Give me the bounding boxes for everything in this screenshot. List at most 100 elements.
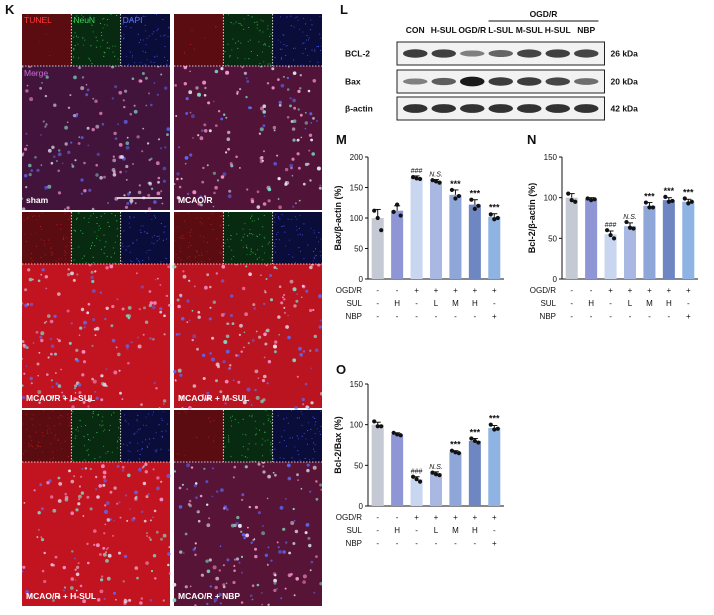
inset-speck (65, 252, 67, 254)
inset-speck (258, 257, 260, 258)
inset-speck (141, 448, 143, 450)
blot-band (460, 104, 485, 113)
treatment-sign: + (492, 286, 497, 295)
cell-dot (20, 302, 24, 305)
cell-dot (226, 558, 230, 562)
cell-dot (181, 483, 184, 486)
inset-speck (102, 27, 104, 29)
cell-dot (119, 170, 122, 174)
treatment-row-label: NBP (540, 312, 556, 321)
cell-dot (245, 265, 248, 268)
inset-speck (116, 220, 118, 222)
cell-dot (192, 334, 197, 339)
inset-speck (87, 434, 89, 436)
inset-speck (80, 425, 82, 427)
inset-speck (128, 459, 130, 461)
cell-dot (63, 397, 66, 400)
cell-dot (290, 120, 294, 123)
y-tick-label: 100 (350, 421, 364, 430)
inset-speck (57, 440, 59, 442)
cell-dot (290, 166, 293, 170)
cell-dot (285, 541, 288, 544)
inset-speck (47, 239, 49, 241)
inset-speck (263, 44, 265, 46)
cell-dot (244, 312, 249, 317)
cell-dot (105, 548, 108, 551)
inset-speck (240, 42, 242, 44)
cell-dot (186, 192, 190, 196)
inset-speck (114, 215, 116, 217)
inset-speck (284, 231, 286, 233)
cell-dot (45, 123, 48, 126)
y-tick-label: 150 (350, 380, 364, 389)
cell-dot (262, 470, 266, 474)
cell-dot (310, 121, 313, 124)
inset-speck (305, 23, 307, 25)
cell-dot (76, 273, 79, 276)
cell-dot (123, 194, 126, 197)
cell-dot (134, 202, 137, 205)
cell-dot (64, 142, 68, 146)
cell-dot (222, 172, 227, 177)
cell-dot (222, 585, 226, 589)
cell-dot (67, 268, 70, 271)
channel-inset-1 (71, 410, 121, 462)
inset-speck (74, 32, 76, 34)
inset-speck (311, 49, 313, 51)
inset-speck (164, 226, 166, 228)
inset-speck (268, 418, 270, 420)
inset-speck (153, 411, 154, 413)
cell-dot (292, 138, 296, 142)
cell-dot (73, 397, 77, 401)
significance-label: *** (489, 203, 500, 213)
treatment-sign: - (570, 312, 573, 321)
inset-speck (85, 425, 87, 426)
inset-speck (72, 248, 74, 249)
cell-dot (168, 304, 171, 307)
inset-speck (150, 61, 152, 63)
cell-dot (121, 398, 124, 400)
inset-speck (270, 421, 271, 423)
cell-dot (218, 592, 222, 597)
inset-speck (39, 446, 41, 447)
significance-label: N.S. (429, 172, 443, 179)
cell-dot (78, 334, 81, 337)
cell-dot (118, 501, 121, 504)
cell-dot (36, 362, 40, 366)
cell-dot (186, 321, 189, 324)
cell-dot (45, 320, 48, 323)
inset-speck (140, 39, 141, 41)
cell-dot (109, 490, 113, 494)
cell-dot (43, 551, 46, 555)
cell-dot (206, 391, 210, 395)
inset-speck (181, 237, 183, 239)
cell-dot (123, 119, 128, 124)
inset-speck (274, 448, 276, 450)
inset-speck (224, 242, 226, 244)
cell-dot (66, 309, 70, 313)
inset-speck (87, 57, 89, 59)
cell-dot (25, 89, 29, 93)
cell-dot (300, 296, 303, 299)
inset-speck (159, 238, 160, 240)
inset-speck (311, 438, 313, 440)
inset-speck (289, 437, 291, 439)
cell-dot (156, 486, 160, 491)
cell-dot (42, 120, 45, 123)
cell-dot (161, 202, 164, 205)
treatment-sign: - (396, 286, 399, 295)
cell-dot (105, 368, 108, 371)
data-point (379, 228, 384, 233)
inset-speck (259, 29, 261, 31)
cell-dot (280, 597, 283, 600)
inset-speck (295, 262, 296, 264)
inset-speck (117, 441, 118, 443)
inset-speck (233, 255, 235, 257)
cell-dot (126, 136, 129, 139)
inset-speck (237, 422, 239, 424)
cell-dot (189, 585, 192, 588)
inset-speck (320, 411, 322, 412)
cell-dot (240, 601, 244, 604)
cell-dot (315, 480, 318, 483)
